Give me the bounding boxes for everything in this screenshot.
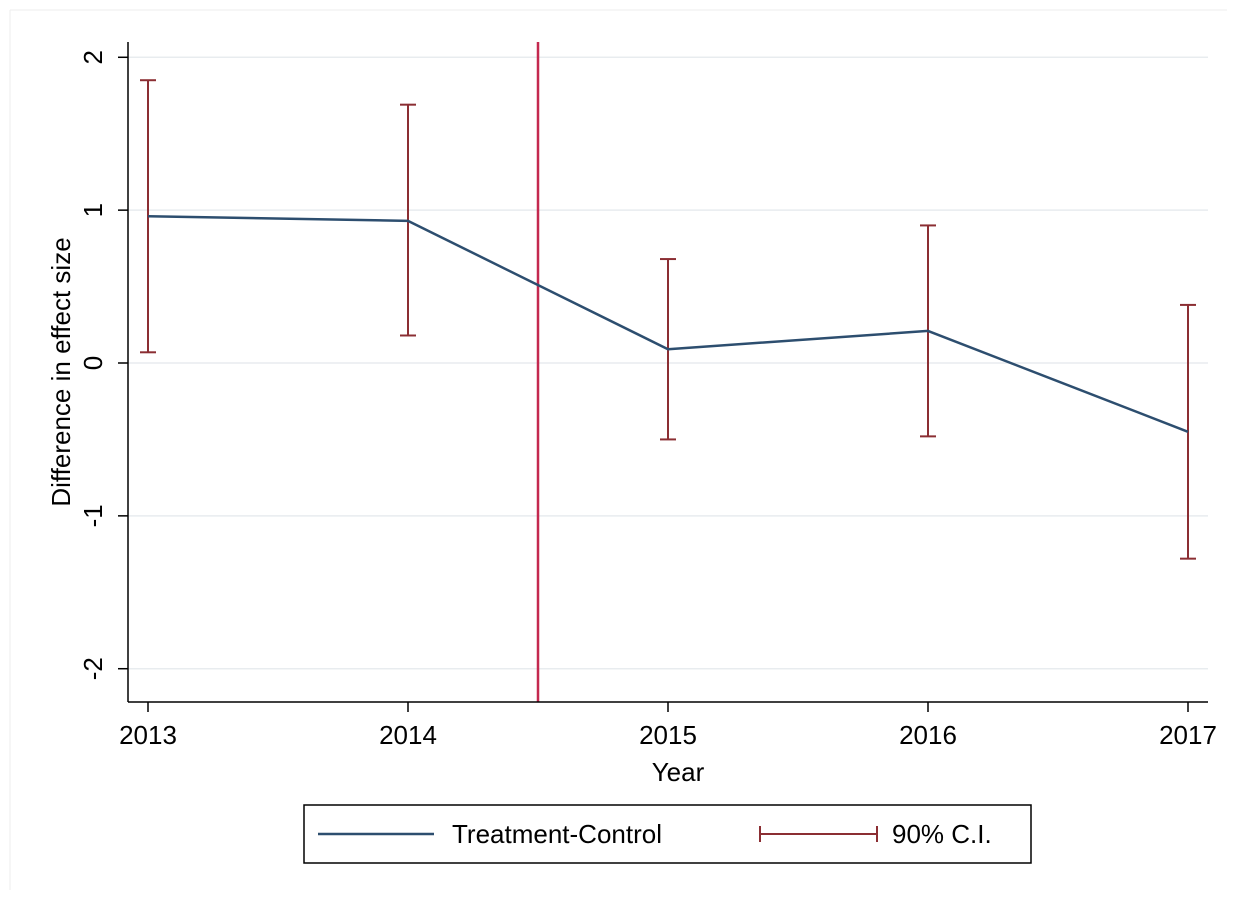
- y-axis-ticks: -2 -1 0 1 2: [78, 50, 128, 680]
- legend-label-ci: 90% C.I.: [892, 819, 992, 849]
- x-tick-label: 2017: [1159, 720, 1217, 750]
- legend: Treatment-Control 90% C.I.: [303, 804, 1032, 864]
- y-tick-label: 1: [78, 203, 108, 217]
- y-axis-title: Difference in effect size: [46, 237, 76, 506]
- legend-swatch-ci: [759, 826, 878, 842]
- x-axis-ticks: 2013 2014 2015 2016 2017: [119, 702, 1217, 750]
- plot-area: [140, 42, 1196, 702]
- y-tick-label: 0: [78, 356, 108, 370]
- x-tick-label: 2016: [899, 720, 957, 750]
- y-tick-label: -1: [78, 504, 108, 527]
- y-tick-label: 2: [78, 50, 108, 64]
- legend-label-treatment-control: Treatment-Control: [452, 819, 662, 849]
- x-tick-label: 2015: [639, 720, 697, 750]
- series-line-treatment-control: [147, 215, 1189, 433]
- x-tick-label: 2013: [119, 720, 177, 750]
- x-axis-title: Year: [652, 757, 705, 787]
- x-tick-label: 2014: [379, 720, 437, 750]
- y-tick-label: -2: [78, 657, 108, 680]
